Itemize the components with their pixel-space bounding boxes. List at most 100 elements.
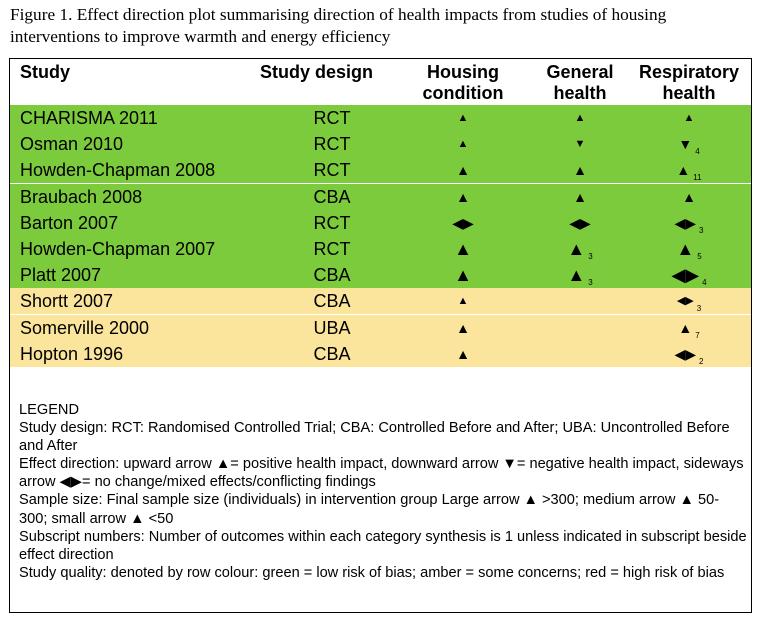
sideways-arrow-icon: ◀▶ [452,214,474,231]
up-arrow-icon: ▲ [573,162,587,179]
legend: LEGEND Study design: RCT: Randomised Con… [19,401,747,582]
general-health-effect: ◀▶ [519,210,641,236]
up-arrow-icon: ▲ [573,188,587,205]
header-resp-line1: Respiratory [638,62,740,82]
up-arrow-icon: ▲ [456,162,470,179]
respiratory-health-effect: ◀▶ 3 [630,210,748,236]
up-arrow-icon: ▲ [676,162,691,179]
respiratory-health-effect: ▲ 5 [630,236,748,262]
general-health-effect: ▲ 3 [519,236,641,262]
outcome-count-subscript: 3 [699,225,704,235]
housing-condition-effect: ◀▶ [403,210,523,236]
respiratory-health-effect: ◀▶ 3 [630,288,748,314]
study-name: Shortt 2007 [20,291,114,312]
respiratory-health-effect: ▲ [630,184,748,210]
study-design: CBA [313,186,351,207]
study-name: Osman 2010 [20,134,124,155]
table-row: Shortt 2007 CBA ▲ ◀▶ 3 [10,288,751,315]
header-housing-condition: Housing condition [403,62,523,103]
up-arrow-icon: ▲ [683,111,695,124]
legend-study-design: Study design: RCT: Randomised Controlled… [19,420,730,455]
study-design: RCT [313,239,351,259]
general-health-effect [519,315,641,341]
outcome-count-subscript: 3 [696,304,702,314]
housing-condition-effect: ▲ [403,105,523,131]
table-header: Study Study design Housing condition Gen… [10,59,751,104]
table-row: Hopton 1996 CBA ▲ ◀▶ 2 [10,340,751,367]
respiratory-health-effect: ◀▶ 4 [630,262,748,288]
housing-condition-effect: ▲ [403,157,523,183]
respiratory-health-effect: ▲ [630,105,748,131]
up-arrow-icon: ▲ [454,239,472,259]
table-row: CHARISMA 2011 RCT ▲ ▲ ▲ [10,105,751,131]
respiratory-health-effect: ▲ 7 [630,315,748,341]
legend-subscript: Subscript numbers: Number of outcomes wi… [19,528,747,563]
study-design: CBA [313,343,351,364]
up-arrow-icon: ▲ [678,319,693,336]
outcome-count-subscript: 7 [695,330,700,340]
table-row: Osman 2010 RCT ▲ ▼ ▼ 4 [10,131,751,158]
respiratory-health-effect: ▲ 11 [630,157,748,183]
study-design: UBA [313,317,351,338]
up-arrow-icon: ▲ [457,111,469,124]
table-row: Howden-Chapman 2008 RCT ▲ ▲ ▲ 11 [10,157,751,184]
table-row: Braubach 2008 CBA ▲ ▲ ▲ [10,183,751,210]
general-health-effect [519,288,641,314]
study-design: CBA [313,265,351,286]
up-arrow-icon: ▲ [574,111,586,124]
up-arrow-icon: ▲ [682,188,696,205]
study-design: RCT [313,134,351,155]
outcome-count-subscript: 11 [693,173,702,183]
legend-sample-size: Sample size: Final sample size (individu… [19,492,720,527]
table-row: Barton 2007 RCT ◀▶ ◀▶ ◀▶ 3 [10,209,751,236]
housing-condition-effect: ▲ [403,341,523,367]
up-arrow-icon: ▲ [457,137,469,150]
sideways-arrow-icon: ◀▶ [569,214,591,231]
housing-condition-effect: ▲ [403,131,523,157]
respiratory-health-effect: ▼ 4 [630,131,748,157]
study-design: CBA [313,291,351,312]
housing-condition-effect: ▲ [403,184,523,210]
up-arrow-icon: ▲ [456,319,470,336]
general-health-effect: ▲ [519,157,641,183]
table-row: Platt 2007 CBA ▲ ▲ 3 ◀▶ 4 [10,262,751,289]
up-arrow-icon: ▲ [676,239,695,259]
up-arrow-icon: ▲ [567,239,586,259]
housing-condition-effect: ▲ [403,236,523,262]
study-name: Howden-Chapman 2008 [20,160,216,181]
up-arrow-icon: ▲ [454,265,472,286]
housing-condition-effect: ▲ [403,262,523,288]
outcome-count-subscript: 2 [699,356,704,366]
up-arrow-icon: ▲ [567,265,586,286]
general-health-effect [519,341,641,367]
housing-condition-effect: ▲ [403,288,523,314]
study-name: Braubach 2008 [20,186,143,207]
header-study: Study [20,62,71,82]
outcome-count-subscript: 5 [697,252,702,261]
legend-title: LEGEND [19,402,80,418]
down-arrow-icon: ▼ [678,136,693,153]
general-health-effect: ▼ [519,131,641,157]
header-housing-line2: condition [422,82,504,103]
study-name: Somerville 2000 [20,317,150,338]
header-respiratory-health: Respiratory health [630,62,748,103]
study-name: Platt 2007 [20,265,102,286]
up-arrow-icon: ▲ [457,294,469,307]
outcome-count-subscript: 3 [588,278,593,288]
table-row: Howden-Chapman 2007 RCT ▲ ▲ 3 ▲ 5 [10,236,751,262]
figure-caption: Figure 1. Effect direction plot summaris… [10,5,667,46]
general-health-effect: ▲ [519,184,641,210]
housing-condition-effect: ▲ [403,315,523,341]
effect-direction-table: Study Study design Housing condition Gen… [9,58,752,613]
sideways-arrow-icon: ◀▶ [674,214,697,231]
header-general-line1: General [546,62,614,82]
legend-study-quality: Study quality: denoted by row colour: gr… [19,564,725,581]
outcome-count-subscript: 4 [695,147,700,157]
study-design: RCT [313,212,351,233]
sideways-arrow-icon: ◀▶ [676,294,694,307]
header-housing-line1: Housing [427,62,499,82]
study-design: RCT [313,160,351,181]
sideways-arrow-icon: ◀▶ [674,345,697,362]
up-arrow-icon: ▲ [456,345,470,362]
study-name: Hopton 1996 [20,343,124,364]
